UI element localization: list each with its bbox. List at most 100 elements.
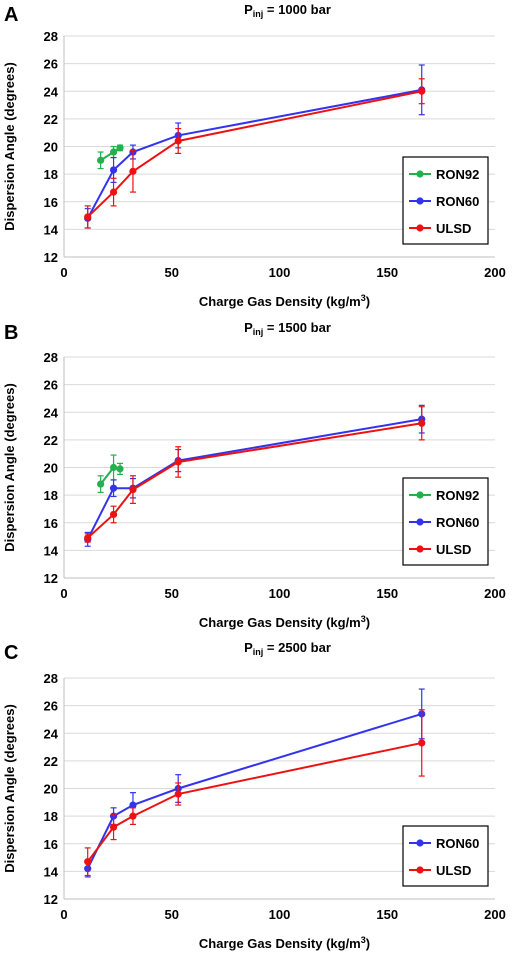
data-point bbox=[109, 463, 118, 472]
y-tick-label: 20 bbox=[44, 782, 58, 797]
y-tick-label: 18 bbox=[44, 488, 58, 503]
data-point bbox=[418, 419, 426, 427]
panel-label: B bbox=[4, 322, 18, 344]
data-point bbox=[174, 137, 182, 145]
x-tick-label: 200 bbox=[484, 586, 506, 601]
y-axis-label: Dispersion Angle (degrees) bbox=[2, 62, 17, 231]
y-tick-label: 20 bbox=[44, 140, 58, 155]
data-point bbox=[97, 156, 105, 164]
legend-entry: RON92 bbox=[436, 488, 479, 503]
series-line bbox=[87, 422, 422, 539]
y-tick-label: 20 bbox=[44, 461, 58, 476]
data-point bbox=[129, 801, 137, 809]
y-axis-label: Dispersion Angle (degrees) bbox=[2, 383, 17, 552]
x-tick-label: 0 bbox=[60, 586, 67, 601]
series-line bbox=[86, 88, 422, 219]
data-point bbox=[109, 188, 118, 196]
data-point bbox=[109, 823, 118, 831]
x-tick-label: 50 bbox=[165, 586, 179, 601]
panel-label: C bbox=[4, 642, 18, 664]
legend-swatch-marker bbox=[416, 224, 424, 232]
series-ron92 bbox=[97, 144, 124, 170]
chart-title: Pinj = 1000 bar bbox=[244, 2, 331, 19]
legend-swatch-marker bbox=[416, 518, 424, 526]
series-ulsd bbox=[84, 406, 426, 543]
y-tick-label: 28 bbox=[44, 671, 58, 686]
chart-title: Pinj = 1500 bar bbox=[244, 320, 331, 337]
legend-entry: ULSD bbox=[436, 221, 471, 236]
series-ulsd bbox=[84, 709, 426, 877]
data-point bbox=[174, 458, 182, 466]
legend: RON92 RON60 ULSD bbox=[402, 156, 489, 245]
data-point bbox=[109, 166, 118, 174]
legend-entry: RON92 bbox=[436, 167, 479, 182]
data-point bbox=[116, 144, 124, 152]
data-point bbox=[84, 858, 92, 866]
y-tick-label: 26 bbox=[44, 378, 58, 393]
y-tick-label: 28 bbox=[44, 350, 58, 365]
legend-entry: ULSD bbox=[436, 863, 471, 878]
y-tick-label: 26 bbox=[44, 699, 58, 714]
legend-swatch-marker bbox=[416, 197, 424, 205]
x-tick-label: 150 bbox=[376, 265, 398, 280]
series-line bbox=[86, 418, 422, 540]
y-tick-label: 12 bbox=[44, 250, 58, 265]
data-point bbox=[116, 465, 124, 473]
legend-swatch-marker bbox=[416, 170, 424, 178]
x-tick-label: 150 bbox=[376, 586, 398, 601]
x-axis-label: Charge Gas Density (kg/m3) bbox=[199, 935, 370, 951]
y-tick-label: 14 bbox=[44, 222, 59, 237]
series-ulsd bbox=[84, 78, 426, 229]
y-tick-label: 16 bbox=[44, 516, 58, 531]
data-point bbox=[109, 510, 118, 519]
y-tick-label: 26 bbox=[44, 57, 58, 72]
x-tick-label: 50 bbox=[165, 265, 179, 280]
y-tick-label: 28 bbox=[44, 29, 58, 44]
y-tick-label: 12 bbox=[44, 571, 58, 586]
chart-panel-c: C Pinj = 2500 bar 12 14 16 18 20 22 24 26 28 0 50 100… bbox=[2, 640, 506, 951]
y-tick-label: 24 bbox=[44, 726, 59, 741]
y-axis-label: Dispersion Angle (degrees) bbox=[2, 704, 17, 873]
x-tick-label: 150 bbox=[376, 907, 398, 922]
y-tick-label: 24 bbox=[44, 405, 59, 420]
legend-swatch-marker bbox=[416, 545, 424, 553]
y-tick-label: 22 bbox=[44, 112, 58, 127]
y-tick-label: 24 bbox=[44, 84, 59, 99]
x-tick-label: 100 bbox=[269, 265, 291, 280]
series-line bbox=[86, 712, 423, 870]
y-tick-label: 14 bbox=[44, 543, 59, 558]
data-point bbox=[418, 87, 426, 95]
y-tick-label: 16 bbox=[44, 837, 58, 852]
chart-title: Pinj = 2500 bar bbox=[244, 640, 331, 657]
data-point bbox=[109, 484, 118, 492]
series-ron60 bbox=[84, 688, 426, 878]
legend-entry: RON60 bbox=[436, 836, 479, 851]
legend-swatch-marker bbox=[416, 839, 424, 847]
data-point bbox=[84, 534, 92, 542]
y-tick-label: 12 bbox=[44, 892, 58, 907]
legend-entry: RON60 bbox=[436, 515, 479, 530]
y-tick-label: 16 bbox=[44, 195, 58, 210]
data-point bbox=[109, 148, 118, 156]
x-axis-label: Charge Gas Density (kg/m3) bbox=[199, 293, 370, 309]
chart-panel-b: B Pinj = 1500 bar 12 14 16 18 20 22 24 26 28 0 50 100… bbox=[2, 320, 506, 630]
x-tick-label: 0 bbox=[60, 265, 67, 280]
series-line bbox=[87, 90, 422, 218]
legend-box bbox=[402, 825, 489, 887]
legend-entry: RON60 bbox=[436, 194, 479, 209]
data-point bbox=[129, 812, 137, 820]
x-tick-label: 100 bbox=[269, 907, 291, 922]
legend: RON92 RON60 ULSD bbox=[402, 477, 489, 566]
series-ron92 bbox=[97, 454, 124, 493]
x-tick-label: 200 bbox=[484, 907, 506, 922]
panel-label: A bbox=[4, 4, 18, 26]
legend-swatch-marker bbox=[416, 866, 424, 874]
y-tick-label: 22 bbox=[44, 754, 58, 769]
legend-swatch-marker bbox=[416, 491, 424, 499]
x-tick-label: 100 bbox=[269, 586, 291, 601]
data-point bbox=[97, 480, 105, 488]
data-point bbox=[418, 739, 426, 747]
y-tick-label: 22 bbox=[44, 433, 58, 448]
data-point bbox=[174, 790, 182, 798]
